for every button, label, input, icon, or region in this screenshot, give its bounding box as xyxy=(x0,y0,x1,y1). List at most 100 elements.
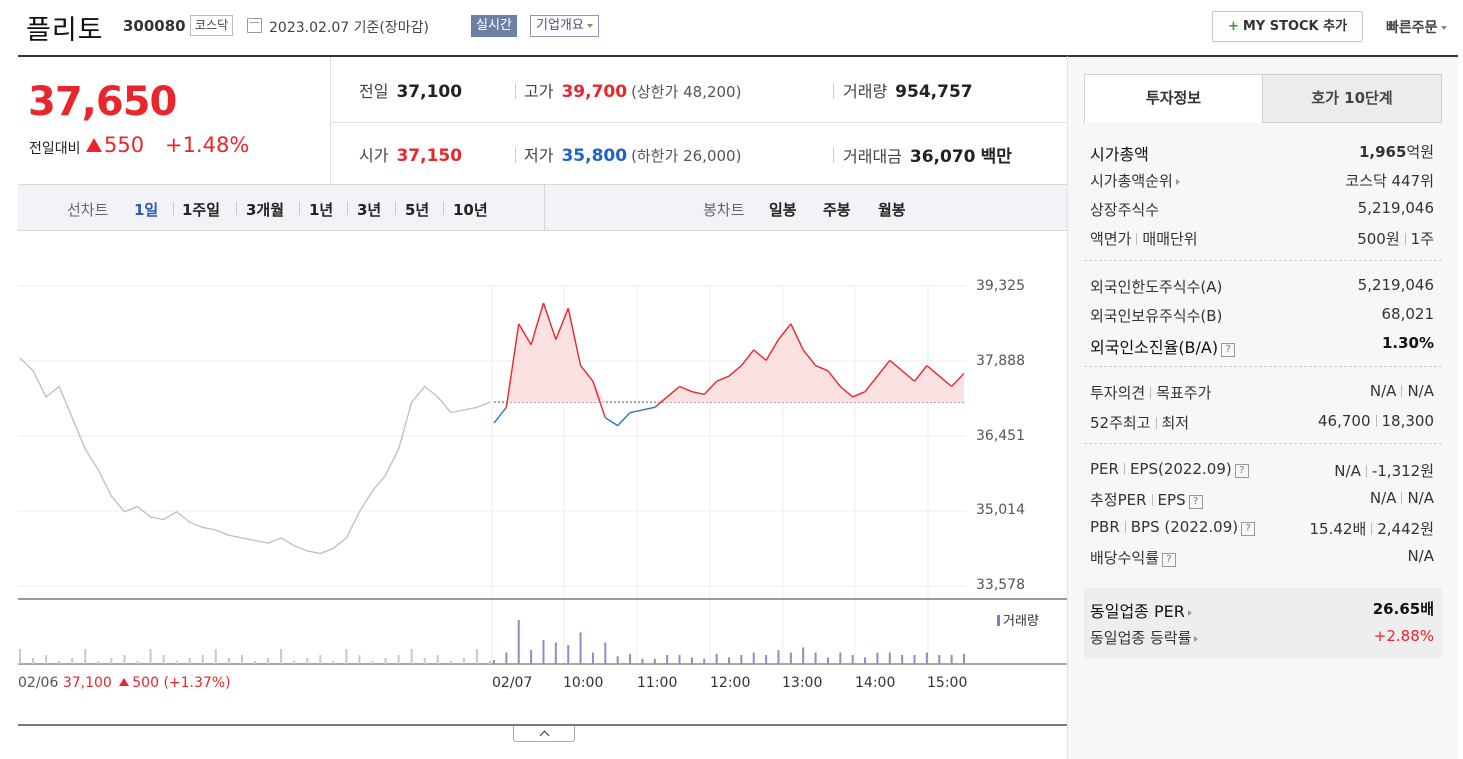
market-cap-row: 시가총액 1,965억원 xyxy=(1084,141,1442,164)
quick-order-dropdown[interactable]: 빠른주문 xyxy=(1386,17,1447,37)
cap-rank-row[interactable]: 시가총액순위 코스닥 447위 xyxy=(1084,170,1442,192)
foreign-hold-label: 외국인보유주식수(B) xyxy=(1090,307,1223,325)
divider xyxy=(1084,443,1442,444)
opinion-value: N/A N/A xyxy=(1370,382,1434,400)
period-3m[interactable]: 3개월 xyxy=(246,201,285,219)
price-segment-up xyxy=(951,372,965,387)
candle-daily[interactable]: 일봉 xyxy=(769,201,797,219)
listed-shares-row: 상장주식수 5,219,046 xyxy=(1084,199,1442,221)
company-info-dropdown[interactable]: 기업개요 xyxy=(530,15,599,37)
divider xyxy=(347,202,348,215)
per-label: PER EPS(2022.09)? xyxy=(1090,460,1249,478)
chevron-down-icon xyxy=(1440,26,1447,30)
price-change-value: 550 xyxy=(104,133,145,157)
divider xyxy=(833,83,834,99)
period-1y[interactable]: 1년 xyxy=(309,201,334,219)
industry-per-row[interactable]: 동일업종 PER 26.65배 xyxy=(1084,598,1442,621)
period-1d[interactable]: 1일 xyxy=(134,201,159,219)
plus-icon: + xyxy=(1227,19,1239,34)
divider xyxy=(1150,387,1152,399)
high-value: 39,700 xyxy=(561,82,628,102)
trade-amount: 거래대금 36,070 백만 xyxy=(843,142,1012,167)
unit-value: 1주 xyxy=(1410,230,1434,248)
prev-change-summary: 500 xyxy=(132,675,159,691)
price-segment-up xyxy=(815,364,829,372)
cap-rank-text: 시가총액순위 xyxy=(1090,172,1173,190)
quick-order-label: 빠른주문 xyxy=(1386,20,1438,36)
price-segment-up xyxy=(876,359,891,377)
candle-monthly[interactable]: 월봉 xyxy=(878,201,906,219)
help-icon[interactable]: ? xyxy=(1241,522,1256,536)
help-icon[interactable]: ? xyxy=(1162,553,1177,567)
y-tick-label: 37,888 xyxy=(976,353,1025,369)
industry-per-text: 동일업종 PER xyxy=(1090,602,1185,621)
foreign-limit-value: 5,219,046 xyxy=(1357,276,1434,294)
foreign-ratio-text: 외국인소진율(B/A) xyxy=(1090,338,1219,357)
period-5y[interactable]: 5년 xyxy=(405,201,430,219)
collapse-chart-button[interactable] xyxy=(513,726,575,742)
price-segment-up xyxy=(913,365,928,382)
divider xyxy=(1365,465,1367,477)
price-segment-up xyxy=(691,391,705,396)
price-chart[interactable]: 39,325 37,888 36,451 35,014 33,578 거래량 0… xyxy=(18,232,1068,726)
amount-label: 거래대금 xyxy=(843,147,902,166)
divider xyxy=(18,724,1458,726)
x-tick-label: 12:00 xyxy=(710,675,751,691)
period-3y[interactable]: 3년 xyxy=(357,201,382,219)
divider xyxy=(1124,521,1126,533)
industry-rate-row[interactable]: 동일업종 등락률 +2.88% xyxy=(1084,627,1442,649)
chevron-right-icon xyxy=(1194,635,1199,642)
candle-weekly[interactable]: 주봉 xyxy=(823,201,851,219)
tab-orderbook-10[interactable]: 호가 10단계 xyxy=(1262,74,1442,123)
price-segment-up xyxy=(654,396,668,408)
price-segment-up xyxy=(926,365,940,377)
tab-investment-info[interactable]: 투자정보 xyxy=(1084,74,1263,123)
chart-period-bar: 선차트 1일 1주일 3개월 1년 3년 5년 10년 봉차트 일봉 주봉 월봉 xyxy=(18,184,1068,231)
help-icon[interactable]: ? xyxy=(1234,464,1249,478)
price-segment-up xyxy=(753,349,767,361)
price-segment-up xyxy=(765,339,780,361)
help-icon[interactable]: ? xyxy=(1188,495,1203,509)
est-eps-text: EPS xyxy=(1157,491,1186,509)
price-segment-up xyxy=(679,385,693,393)
cap-rank-label: 시가총액순위 xyxy=(1090,170,1180,191)
price-segment-up xyxy=(703,380,718,395)
industry-per-value: 26.65배 xyxy=(1372,600,1434,618)
current-price-box: 37,650 전일대비 550 +1.48% xyxy=(18,57,331,186)
lower-limit: (하한가 26,000) xyxy=(631,147,742,165)
divider xyxy=(833,147,834,163)
per-row: PER EPS(2022.09)? N/A -1,312원 xyxy=(1084,460,1442,482)
w52-value: 46,700 18,300 xyxy=(1318,412,1434,430)
price-segment-up xyxy=(567,308,582,366)
help-icon[interactable]: ? xyxy=(1221,343,1236,357)
amount-value: 36,070 xyxy=(909,147,976,167)
est-per-label: 추정PER EPS? xyxy=(1090,489,1203,510)
volume-legend-label: 거래량 xyxy=(1003,614,1039,629)
low-label: 저가 xyxy=(524,146,554,165)
volume-legend-swatch xyxy=(997,615,1000,626)
listed-shares-value: 5,219,046 xyxy=(1357,199,1434,217)
volume: 거래량 954,757 xyxy=(843,78,973,102)
price-segment-up xyxy=(542,302,557,340)
per-text: PER xyxy=(1090,460,1119,478)
add-my-stock-button[interactable]: + MY STOCK 추가 xyxy=(1212,11,1363,42)
par-unit-label: 액면가 매매단위 xyxy=(1090,228,1198,249)
low-value: 35,800 xyxy=(561,146,628,166)
period-1w[interactable]: 1주일 xyxy=(182,201,221,219)
x-tick-label: 14:00 xyxy=(855,675,896,691)
period-10y[interactable]: 10년 xyxy=(453,201,488,219)
y-tick-label: 33,578 xyxy=(976,577,1025,593)
unit-label: 매매단위 xyxy=(1142,230,1198,248)
divider xyxy=(1371,523,1373,535)
prev-day-summary: 02/06 37,100 500 (+1.37%) xyxy=(18,675,231,691)
pbr-label: PBR BPS (2022.09)? xyxy=(1090,518,1256,536)
divider xyxy=(299,202,300,215)
w52-label: 52주최고 최저 xyxy=(1090,412,1189,433)
price-segment-up xyxy=(505,323,520,408)
stock-name: 플리토 xyxy=(26,15,104,46)
divider xyxy=(1375,415,1377,427)
price-segment-up xyxy=(666,385,680,398)
price-segment-up xyxy=(555,307,569,340)
price-segment-up xyxy=(592,381,606,419)
realtime-button[interactable]: 실시간 xyxy=(471,15,517,37)
